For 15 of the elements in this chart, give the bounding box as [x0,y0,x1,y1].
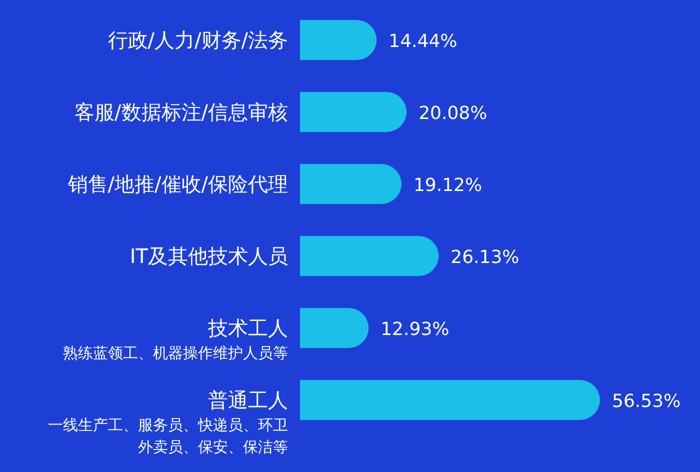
data-label: 20.08% [418,103,488,124]
annotation: 外卖员、保安、保洁等 [138,438,288,456]
category-label: 行政/人力/财务/法务 [108,28,288,52]
data-label: 14.44% [388,31,458,52]
annotation: 一线生产工、服务员、快递员、环卫 [48,416,288,434]
data-label: 19.12% [413,175,482,196]
data-label: 26.13% [450,247,520,268]
category-label: IT及其他技术人员 [130,244,288,268]
data-label: 12.93% [380,319,450,340]
annotation: 熟练蓝领工、机器操作维护人员等 [63,344,288,362]
data-label: 56.53% [612,391,681,412]
category-label: 技术工人 [208,316,288,340]
category-label: 客服/数据标注/信息审核 [74,100,288,124]
category-label: 普通工人 [208,388,288,412]
category-label: 销售/地推/催收/保险代理 [68,172,288,196]
